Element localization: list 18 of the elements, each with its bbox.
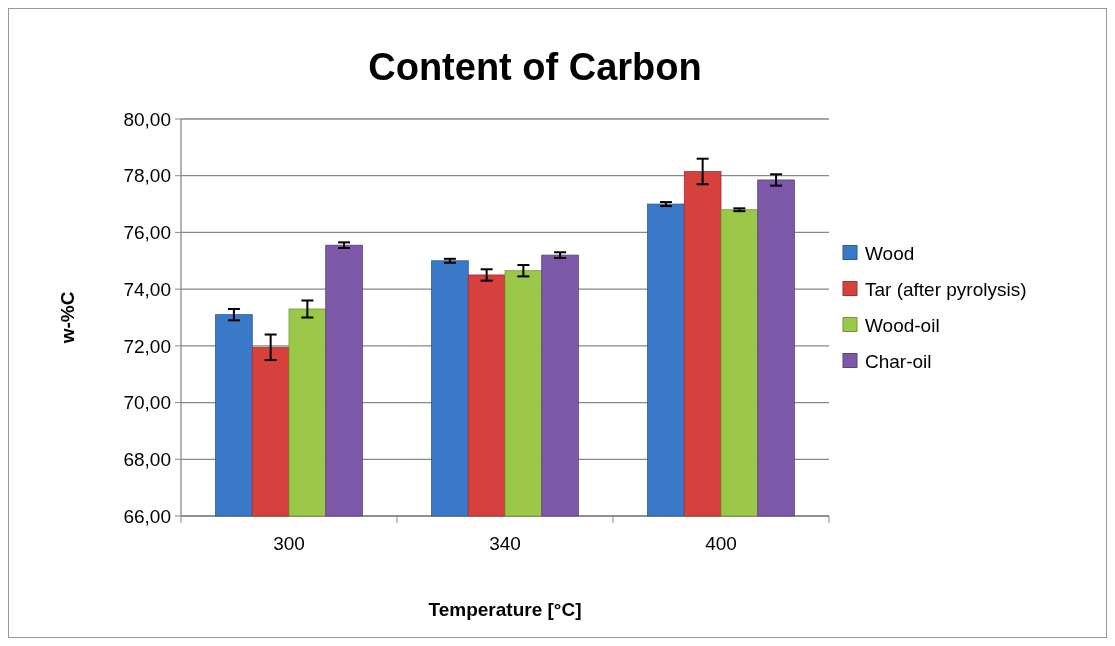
legend-label: Wood: [865, 243, 915, 265]
legend-label: Wood-oil: [865, 315, 940, 337]
legend-label: Char-oil: [865, 351, 932, 373]
x-tick-label: 340: [489, 533, 521, 554]
y-tick-label: 80,00: [123, 108, 171, 130]
y-tick-label: 72,00: [123, 335, 171, 357]
x-tick-label: 400: [705, 533, 737, 554]
legend-label: Tar (after pyrolysis): [865, 279, 1027, 301]
y-tick-label: 66,00: [123, 505, 171, 527]
x-tick-label: 300: [273, 533, 305, 554]
chart-title: Content of Carbon: [368, 46, 702, 88]
x-axis-title: Temperature [°C]: [428, 599, 582, 620]
y-tick-label: 78,00: [123, 165, 171, 187]
y-tick-label: 68,00: [123, 448, 171, 470]
y-tick-label: 70,00: [123, 392, 171, 414]
y-axis-title: w-%C: [57, 291, 78, 345]
y-tick-label: 76,00: [123, 222, 171, 244]
y-tick-label: 74,00: [123, 278, 171, 300]
